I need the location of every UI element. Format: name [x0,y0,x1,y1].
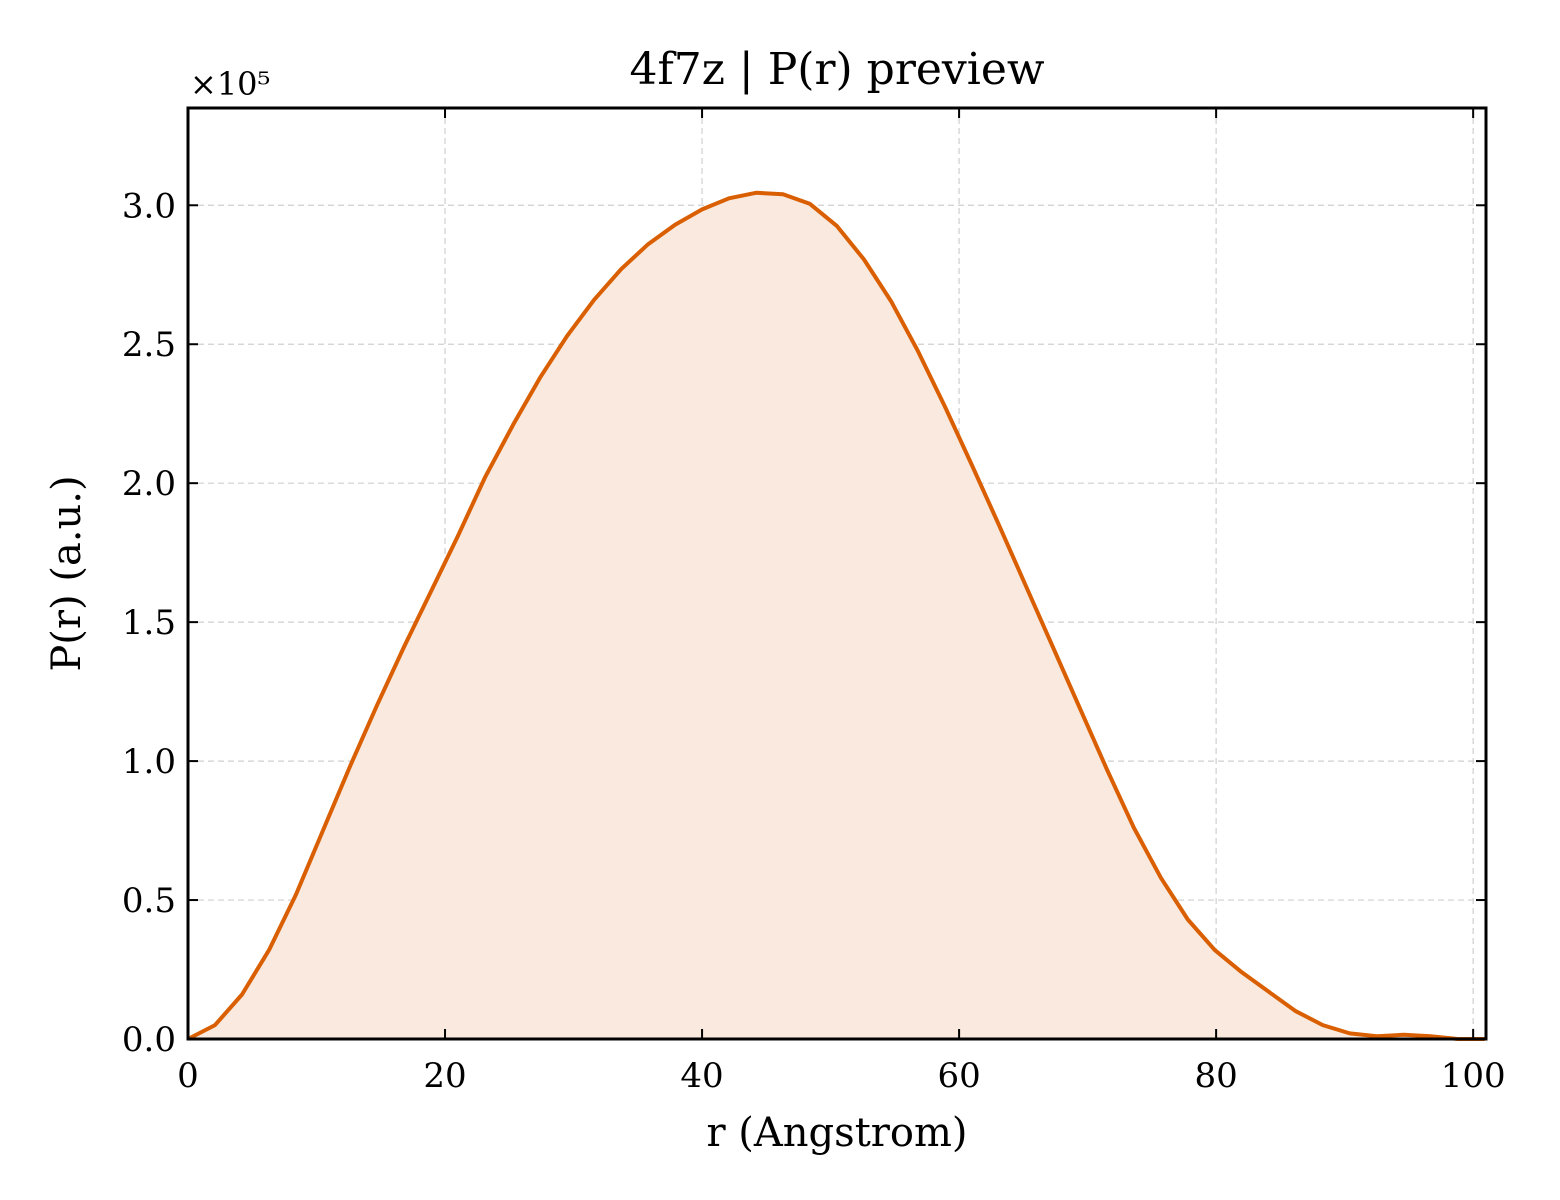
y-axis-label: P(r) (a.u.) [44,475,90,671]
axis-ticks: 0 20 40 60 80 100 0.0 0.5 1.0 1.5 2.0 2.5 3.0 [122,108,1506,1096]
x-axis-label: r (Angstrom) [706,1110,967,1156]
y-tick-label: 0.5 [122,881,176,921]
y-tick-label: 2.5 [122,325,176,365]
y-tick-label: 3.0 [122,186,176,226]
area-fill [188,192,1485,1040]
y-tick-label: 2.0 [122,464,176,504]
y-tick-label: 0.0 [122,1020,176,1060]
x-tick-label: 40 [680,1056,723,1096]
y-tick-label: 1.0 [122,742,176,782]
x-tick-label: 100 [1441,1056,1506,1096]
x-tick-label: 0 [177,1056,199,1096]
y-tick-label: 1.5 [122,603,176,643]
x-tick-label: 20 [423,1056,466,1096]
y-axis-offset-label: ×10⁵ [190,65,270,103]
chart-title: 4f7z | P(r) preview [629,44,1044,95]
x-tick-label: 80 [1194,1056,1237,1096]
series-line [187,190,1485,1041]
x-tick-label: 60 [937,1056,980,1096]
plot-frame [186,106,1488,1041]
